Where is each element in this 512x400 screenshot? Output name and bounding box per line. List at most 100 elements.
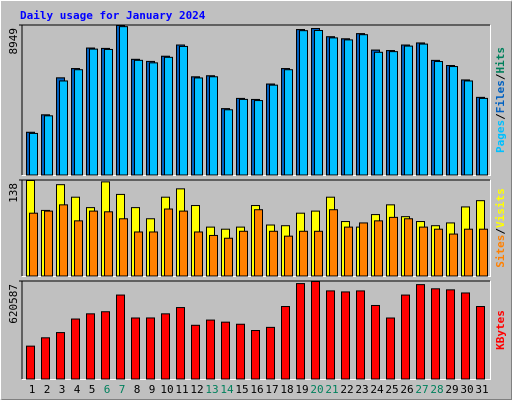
- bar: [146, 317, 155, 380]
- bar: [44, 115, 53, 176]
- x-tick-label: 8: [134, 383, 141, 396]
- bar: [254, 209, 263, 277]
- bar: [206, 319, 215, 380]
- bar: [419, 226, 428, 277]
- legend-entry: Sites: [494, 235, 507, 268]
- bar: [281, 306, 290, 380]
- bar: [326, 290, 335, 380]
- x-tick-label: 5: [89, 383, 96, 396]
- x-tick-label: 24: [370, 383, 384, 396]
- legend-separator: /: [494, 73, 507, 80]
- legend: Sites/Visits: [494, 188, 507, 268]
- bar: [236, 323, 245, 380]
- y-tick-label: 620587: [7, 284, 20, 324]
- bar: [314, 230, 323, 277]
- bar: [404, 218, 413, 277]
- x-tick-label: 14: [220, 383, 234, 396]
- bar: [344, 39, 353, 176]
- legend: Pages/Files/Hits: [494, 47, 507, 153]
- bar: [56, 332, 65, 380]
- bar: [341, 291, 350, 380]
- bar: [374, 51, 383, 176]
- bar: [419, 43, 428, 176]
- bar: [284, 69, 293, 176]
- bar: [134, 59, 143, 176]
- bar: [296, 283, 305, 380]
- bar: [266, 326, 275, 380]
- bar: [359, 34, 368, 176]
- bar: [389, 216, 398, 277]
- bar: [149, 62, 158, 176]
- x-tick-label: 29: [445, 383, 458, 396]
- bar: [251, 329, 260, 380]
- x-tick-label: 31: [475, 383, 488, 396]
- x-tick-label: 26: [400, 383, 413, 396]
- x-tick-label: 4: [74, 383, 81, 396]
- bar: [386, 317, 395, 380]
- legend-separator: /: [494, 113, 507, 120]
- bar: [434, 61, 443, 176]
- bar: [89, 210, 98, 277]
- bar: [119, 26, 128, 176]
- legend-entry: Visits: [494, 188, 507, 228]
- bar: [59, 80, 68, 176]
- x-tick-label: 13: [205, 383, 218, 396]
- x-tick-label: 25: [385, 383, 398, 396]
- bar: [404, 45, 413, 176]
- legend-entry: Hits: [494, 47, 507, 74]
- x-tick-label: 2: [44, 383, 51, 396]
- bar: [164, 56, 173, 176]
- bar: [389, 51, 398, 176]
- x-tick-label: 20: [310, 383, 323, 396]
- bar: [329, 209, 338, 277]
- x-tick-label: 18: [280, 383, 293, 396]
- bar: [311, 281, 320, 380]
- bar: [209, 234, 218, 277]
- bar: [29, 212, 38, 277]
- bar: [329, 37, 338, 176]
- bar: [314, 30, 323, 176]
- bar: [356, 290, 365, 380]
- bar: [464, 80, 473, 176]
- bar: [191, 324, 200, 380]
- y-tick-label: 8949: [7, 28, 20, 55]
- x-tick-label: 21: [325, 383, 338, 396]
- bar: [299, 230, 308, 277]
- bar: [59, 204, 68, 277]
- bar: [29, 132, 38, 176]
- legend: KBytes: [494, 310, 507, 350]
- y-tick-label: 138: [7, 183, 20, 203]
- bar: [179, 45, 188, 176]
- x-tick-label: 3: [59, 383, 66, 396]
- bar: [41, 337, 50, 380]
- bar: [461, 292, 470, 380]
- bar: [119, 218, 128, 277]
- bar: [86, 313, 95, 380]
- x-tick-label: 22: [340, 383, 353, 396]
- bar: [371, 304, 380, 380]
- x-tick-label: 15: [235, 383, 248, 396]
- bar: [401, 294, 410, 380]
- bar: [71, 318, 80, 380]
- bar: [149, 231, 158, 277]
- bar: [431, 288, 440, 380]
- bar: [464, 228, 473, 277]
- x-tick-label: 19: [295, 383, 308, 396]
- bar: [239, 98, 248, 176]
- x-tick-label: 23: [355, 383, 368, 396]
- x-tick-label: 6: [104, 383, 111, 396]
- bar: [194, 231, 203, 277]
- bar: [449, 233, 458, 277]
- bar: [161, 313, 170, 380]
- bar: [131, 317, 140, 380]
- bar: [299, 30, 308, 176]
- bar: [374, 220, 383, 277]
- x-tick-label: 16: [250, 383, 263, 396]
- bar: [179, 210, 188, 277]
- bar: [104, 48, 113, 176]
- bar: [449, 66, 458, 176]
- legend-entry: Files: [494, 80, 507, 113]
- x-tick-label: 10: [160, 383, 173, 396]
